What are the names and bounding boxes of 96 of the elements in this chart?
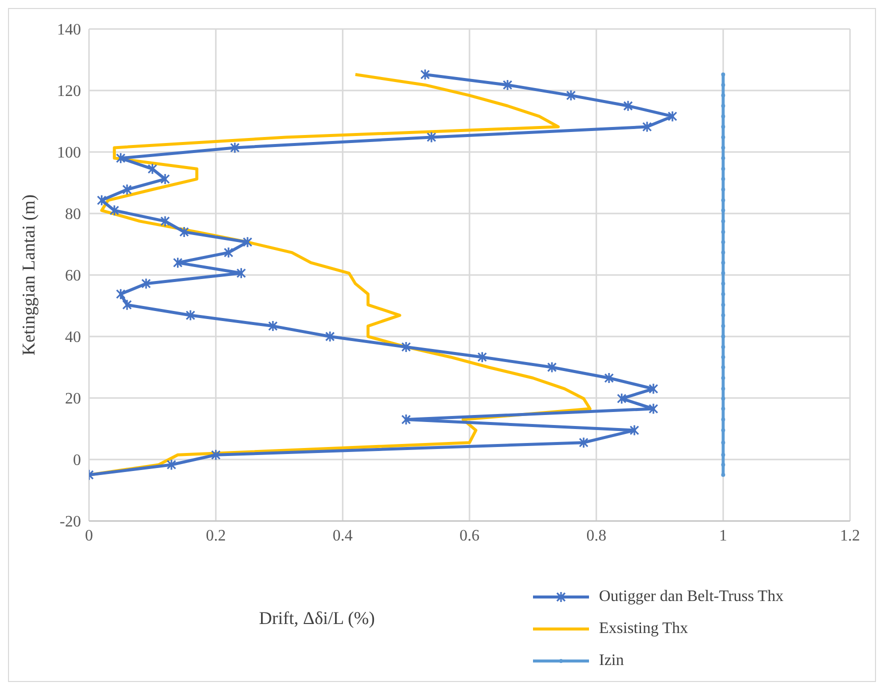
point (477, 351, 487, 363)
point (721, 428, 726, 432)
legend-label: Outigger dan Belt-Truss Thx (599, 588, 784, 606)
point (721, 365, 726, 370)
x-tick-label: 0.6 (460, 527, 480, 544)
point (648, 382, 658, 395)
x-tick-label: 0.8 (586, 527, 606, 544)
point (721, 344, 726, 349)
point (166, 458, 176, 471)
point (616, 392, 626, 404)
point (325, 330, 335, 342)
point (623, 100, 633, 112)
point (721, 462, 726, 467)
point (224, 246, 234, 258)
point (122, 184, 132, 196)
point (401, 341, 411, 353)
point (566, 90, 576, 102)
point (268, 320, 278, 332)
point (642, 120, 652, 133)
x-tick-label: 1.2 (840, 527, 860, 544)
point (721, 386, 726, 391)
point (186, 309, 196, 322)
point (426, 131, 436, 144)
point (547, 361, 557, 374)
point (721, 198, 726, 202)
point (721, 135, 726, 140)
point (721, 324, 726, 328)
point (236, 267, 246, 279)
x-tick-label: 0.2 (206, 527, 226, 544)
legend-label: Exsisting Thx (599, 620, 688, 638)
y-tick-label: 20 (65, 390, 81, 408)
point (721, 396, 726, 401)
point (721, 166, 726, 171)
point (721, 250, 726, 255)
y-tick-label: 40 (65, 329, 81, 346)
point (721, 313, 726, 318)
point (148, 163, 158, 175)
point (604, 372, 614, 384)
point (721, 406, 726, 411)
y-axis-title: Ketinggian Lantai (m) (18, 194, 38, 356)
point (721, 260, 726, 265)
point (721, 440, 726, 445)
point (96, 194, 106, 206)
y-tick-label: 120 (57, 83, 81, 100)
point (648, 402, 658, 415)
point (160, 215, 170, 227)
point (721, 452, 726, 457)
point (721, 124, 726, 129)
y-tick-label: 0 (73, 452, 81, 470)
point (172, 256, 183, 268)
point (721, 355, 726, 360)
y-tick-label: 140 (57, 22, 81, 39)
point (721, 82, 726, 87)
point (721, 188, 726, 192)
x-tick-label: 0 (85, 527, 93, 544)
point (578, 436, 588, 448)
point (721, 376, 726, 380)
point (630, 424, 640, 436)
point (721, 282, 726, 286)
point (721, 219, 726, 224)
point (160, 173, 170, 185)
point (116, 152, 126, 164)
point (141, 278, 151, 290)
x-tick-label: 0.4 (332, 527, 353, 544)
point (721, 240, 726, 244)
x-axis-title: Drift, Δδi/L (%) (259, 608, 375, 628)
point (721, 230, 726, 234)
point (721, 271, 726, 276)
point (721, 418, 726, 422)
y-tick-label: -20 (60, 514, 81, 531)
point (721, 114, 726, 118)
point (721, 334, 726, 338)
point (179, 226, 189, 238)
point (721, 93, 726, 98)
point (668, 110, 678, 122)
point (721, 302, 726, 307)
point (401, 414, 411, 426)
x-tick-label: 1 (719, 527, 728, 544)
point (230, 142, 240, 154)
point (721, 292, 726, 296)
point (721, 177, 726, 182)
point (721, 156, 726, 160)
point (502, 79, 512, 91)
y-tick-label: 100 (57, 144, 81, 162)
point (721, 104, 726, 108)
y-tick-label: 80 (65, 206, 81, 224)
legend-label: Izin (599, 652, 624, 670)
point (420, 68, 430, 80)
point (211, 449, 221, 461)
point (110, 204, 120, 216)
point (721, 72, 726, 77)
point (721, 146, 726, 150)
y-tick-label: 60 (65, 268, 81, 285)
point (721, 208, 726, 212)
point (721, 472, 726, 477)
point (242, 236, 252, 248)
